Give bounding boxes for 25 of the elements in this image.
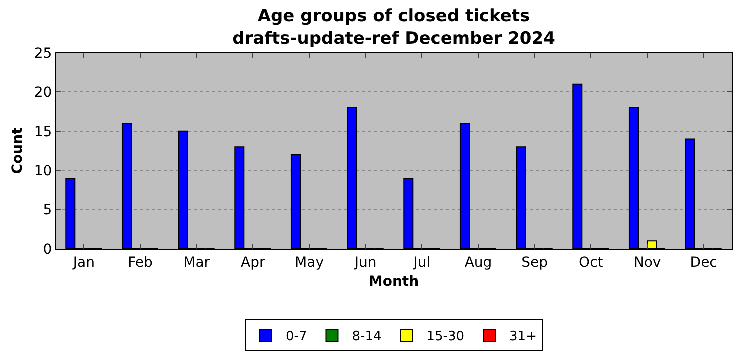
x-tick-label: Mar xyxy=(184,254,210,271)
x-tick-label: Aug xyxy=(464,254,492,271)
x-tick-label: Sep xyxy=(522,254,548,271)
legend-label: 15-30 xyxy=(426,330,465,345)
x-tick-label: Apr xyxy=(241,254,266,271)
x-tick-label: Feb xyxy=(128,254,153,271)
y-axis-title: Count xyxy=(10,127,26,174)
chart-title: Age groups of closed tickets drafts-update-ref December 2024 xyxy=(232,6,556,49)
x-tick-label: May xyxy=(295,254,324,271)
y-tick-label: 20 xyxy=(34,85,52,102)
x-tick-label: Jun xyxy=(354,254,377,271)
legend-label: 31+ xyxy=(510,330,537,345)
y-tick-label: 0 xyxy=(43,242,52,258)
y-tick-label: 25 xyxy=(34,46,52,62)
x-tick-label: Jul xyxy=(412,254,431,271)
x-axis-title: Month xyxy=(368,274,420,290)
legend-label: 8-14 xyxy=(352,330,382,345)
y-tick-label: 10 xyxy=(34,164,52,180)
legend-label: 0-7 xyxy=(286,330,308,345)
x-tick-label: Jan xyxy=(72,254,95,271)
x-tick-label: Nov xyxy=(634,254,662,271)
y-tick-label: 5 xyxy=(43,202,52,219)
x-tick-label: Dec xyxy=(690,254,718,271)
x-tick-label: Oct xyxy=(579,254,604,271)
y-tick-label: 15 xyxy=(34,124,52,140)
